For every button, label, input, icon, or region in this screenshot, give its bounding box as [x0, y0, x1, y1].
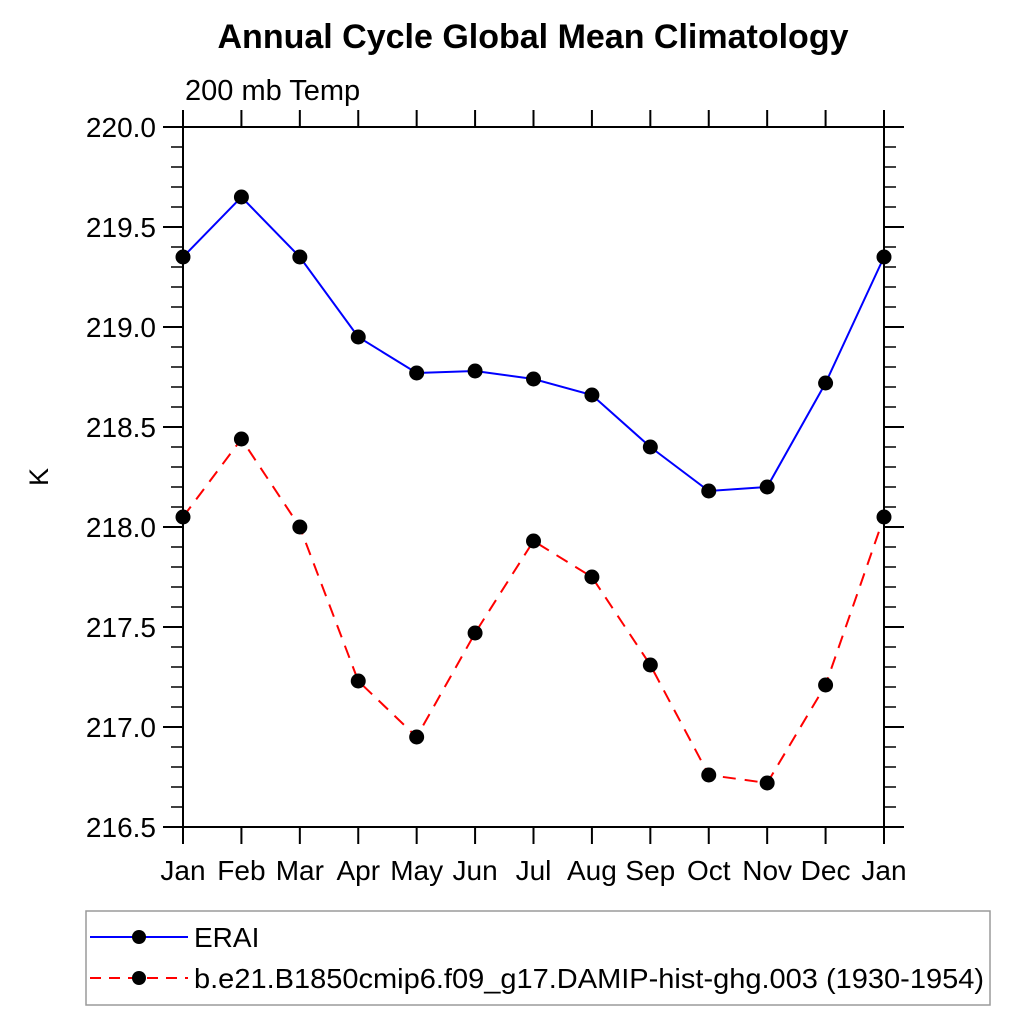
- y-tick-label: 218.5: [86, 412, 156, 443]
- data-point-marker-0-7: [584, 387, 600, 403]
- data-point-marker-0-8: [642, 439, 658, 455]
- legend-box: [85, 910, 991, 1006]
- x-tick-label: Jan: [861, 855, 906, 886]
- data-point-marker-0-3: [350, 329, 366, 345]
- y-tick-label: 219.5: [86, 212, 156, 243]
- x-tick-label: May: [390, 855, 443, 886]
- plot-border: [182, 126, 885, 828]
- axis-tick-labels: 220.0 219.5 219.0 218.5 218.0 217.5 217.0 216.5…: [86, 112, 907, 886]
- data-point-marker-1-6: [526, 533, 541, 549]
- data-point-marker-1-9: [701, 767, 717, 783]
- series-line-1: [182, 437, 885, 785]
- x-tick-label: Jul: [516, 855, 552, 886]
- x-tick-label: Jun: [453, 855, 498, 886]
- data-point-marker-1-4: [409, 729, 425, 745]
- x-tick-label: Feb: [217, 855, 265, 886]
- x-tick-label: Jan: [160, 855, 205, 886]
- data-point-marker-0-4: [409, 365, 425, 381]
- chart-title: Annual Cycle Global Mean Climatology: [218, 18, 849, 56]
- y-tick-label: 216.5: [86, 812, 156, 843]
- data-point-marker-0-1: [233, 189, 249, 205]
- data-point-marker-1-11: [818, 677, 834, 693]
- data-point-marker-0-11: [818, 375, 834, 391]
- x-tick-label: Mar: [276, 855, 324, 886]
- data-point-marker-1-10: [759, 775, 775, 791]
- chart-subtitle: 200 mb Temp: [185, 75, 360, 107]
- data-point-marker-0-12: [876, 249, 892, 265]
- x-tick-label: Apr: [336, 855, 380, 886]
- data-point-marker-1-7: [584, 569, 600, 585]
- series-line-0: [182, 195, 885, 493]
- y-tick-label: 217.5: [86, 612, 156, 643]
- x-tick-label: Dec: [801, 855, 851, 886]
- data-point-marker-1-3: [350, 673, 366, 689]
- data-series: [175, 189, 892, 791]
- y-tick-label: 217.0: [86, 712, 156, 743]
- plot-frame: [182, 126, 885, 828]
- axis-ticks: [163, 110, 904, 844]
- data-point-marker-1-12: [876, 509, 892, 525]
- legend-marker-1: [132, 971, 146, 985]
- legend-marker-0: [132, 930, 146, 944]
- x-tick-label: Aug: [567, 855, 617, 886]
- data-point-marker-1-0: [175, 509, 191, 525]
- data-point-marker-1-5: [467, 625, 483, 641]
- y-tick-label: 219.0: [86, 312, 156, 343]
- data-point-marker-1-2: [292, 519, 308, 535]
- legend: ERAI b.e21.B1850cmip6.f09_g17.DAMIP-hist-…: [85, 910, 991, 1006]
- x-tick-label: Sep: [625, 855, 675, 886]
- y-tick-label: 218.0: [86, 512, 156, 543]
- data-point-marker-0-9: [701, 483, 717, 499]
- data-point-marker-0-10: [759, 479, 775, 495]
- data-point-marker-0-0: [175, 249, 191, 265]
- data-point-marker-0-2: [292, 249, 308, 265]
- data-point-marker-0-5: [467, 363, 483, 379]
- y-axis-label: K: [24, 468, 54, 486]
- data-point-marker-1-8: [642, 657, 658, 673]
- y-tick-label: 220.0: [86, 112, 156, 143]
- legend-label-0: ERAI: [194, 922, 259, 953]
- legend-label-1: b.e21.B1850cmip6.f09_g17.DAMIP-hist-ghg.…: [194, 963, 984, 994]
- data-point-marker-0-6: [526, 371, 541, 387]
- x-tick-label: Oct: [687, 855, 731, 886]
- x-tick-label: Nov: [742, 855, 792, 886]
- data-point-marker-1-1: [233, 431, 249, 447]
